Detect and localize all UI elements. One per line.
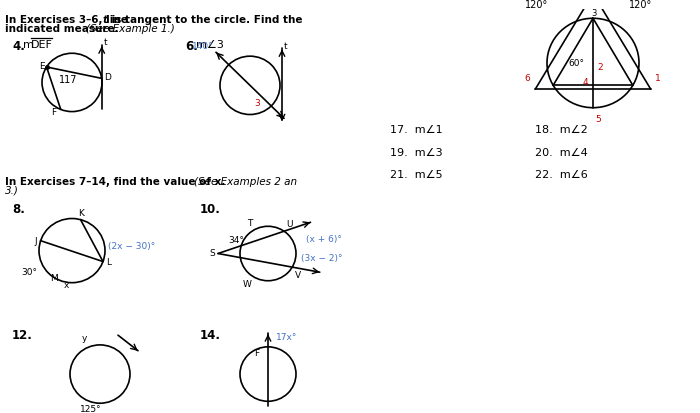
Text: K: K [78,208,85,217]
Text: T: T [247,219,253,228]
Text: 1: 1 [654,74,661,83]
Text: 21.  m∠5: 21. m∠5 [390,169,442,180]
Text: 120°: 120° [525,0,548,9]
Text: 5: 5 [595,115,601,124]
Text: is tangent to the circle. Find the: is tangent to the circle. Find the [108,15,302,25]
Text: 3: 3 [254,99,260,108]
Text: In Exercises 7–14, find the value of x.: In Exercises 7–14, find the value of x. [5,176,229,186]
Text: 18.  m∠2: 18. m∠2 [535,125,588,135]
Text: U: U [286,220,293,229]
Text: 17x°: 17x° [276,332,298,341]
Text: 8.: 8. [12,202,25,216]
Text: x: x [64,280,69,289]
Text: 17.  m∠1: 17. m∠1 [390,125,442,135]
Text: 60°: 60° [568,59,584,68]
Text: 14.: 14. [200,329,221,342]
Text: t: t [104,38,107,47]
Text: 125°: 125° [80,404,101,413]
Text: 19.  m∠3: 19. m∠3 [390,147,442,157]
Text: (See Example 1.): (See Example 1.) [86,24,175,34]
Text: V: V [295,271,302,279]
Text: 3: 3 [591,9,596,18]
Text: y: y [82,333,88,342]
Text: F: F [51,108,56,116]
Text: D: D [104,73,111,82]
Text: DEF: DEF [31,40,53,50]
Text: 117: 117 [59,74,77,84]
Text: 3.): 3.) [5,185,19,195]
Text: 2: 2 [597,63,603,71]
Text: 6: 6 [524,74,530,83]
Text: (3x − 2)°: (3x − 2)° [301,254,342,263]
Text: t: t [284,42,288,51]
Text: 6.: 6. [185,40,198,52]
Text: 4: 4 [583,78,589,87]
Text: In Exercises 3–6, line: In Exercises 3–6, line [5,15,132,25]
Text: 30°: 30° [21,267,37,276]
Text: (2x − 30)°: (2x − 30)° [108,242,155,251]
Text: M: M [50,273,58,282]
Text: S: S [209,249,215,257]
Text: t: t [103,15,108,25]
Text: 34°: 34° [228,235,244,244]
Text: 120°: 120° [629,0,652,9]
Text: E: E [40,62,46,71]
Text: F: F [254,348,259,357]
Text: indicated measure.: indicated measure. [5,24,122,34]
Text: m∠3: m∠3 [196,40,224,50]
Text: m: m [23,40,34,50]
Text: 4.: 4. [12,40,25,52]
Text: J: J [34,237,36,246]
Text: (x + 6)°: (x + 6)° [306,234,342,243]
Text: 10.: 10. [200,202,221,216]
Text: W: W [243,280,251,289]
Text: 12.: 12. [12,329,33,342]
Text: 20.  m∠4: 20. m∠4 [535,147,588,157]
Text: L: L [106,257,111,266]
Text: 22.  m∠6: 22. m∠6 [535,169,588,180]
Text: 140°: 140° [193,42,214,51]
Text: (See Examples 2 an: (See Examples 2 an [194,176,297,186]
